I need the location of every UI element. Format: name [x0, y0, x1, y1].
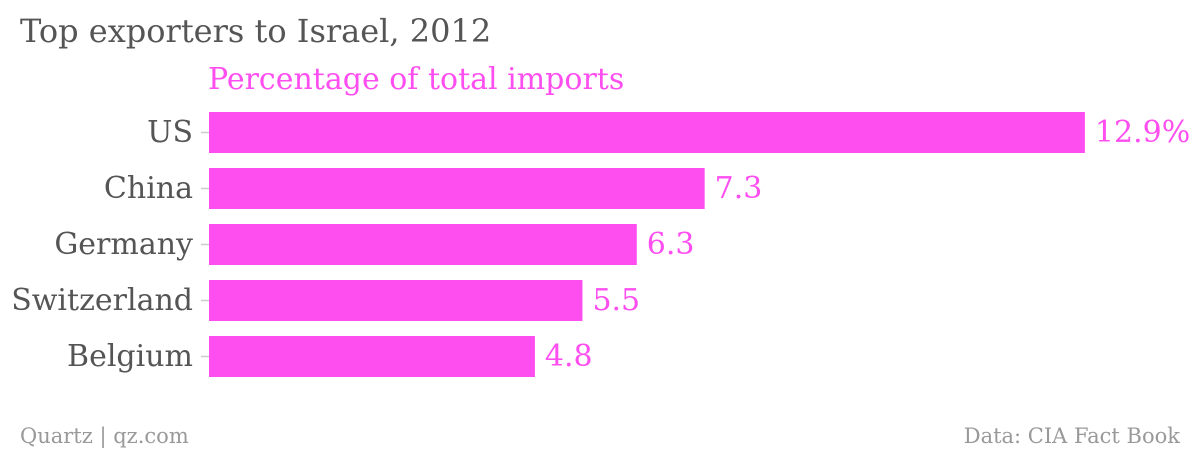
bar — [209, 224, 637, 265]
category-label: Switzerland — [11, 283, 193, 318]
category-label: Belgium — [67, 339, 193, 374]
bar — [209, 280, 583, 321]
data-label: 6.3 — [647, 227, 695, 262]
data-label: 7.3 — [715, 171, 763, 206]
footer-source-right: Data: CIA Fact Book — [963, 424, 1180, 448]
chart-title: Top exporters to Israel, 2012 — [20, 12, 492, 50]
data-label: 5.5 — [592, 283, 640, 318]
category-label: China — [104, 171, 193, 206]
bar — [209, 168, 705, 209]
category-label: Germany — [54, 227, 193, 262]
data-label: 4.8 — [545, 339, 593, 374]
footer-source-left: Quartz | qz.com — [20, 424, 189, 448]
chart-subtitle: Percentage of total imports — [208, 62, 625, 97]
category-label: US — [147, 115, 193, 150]
data-label: 12.9% — [1095, 115, 1190, 150]
bar — [209, 112, 1085, 153]
bar — [209, 336, 535, 377]
